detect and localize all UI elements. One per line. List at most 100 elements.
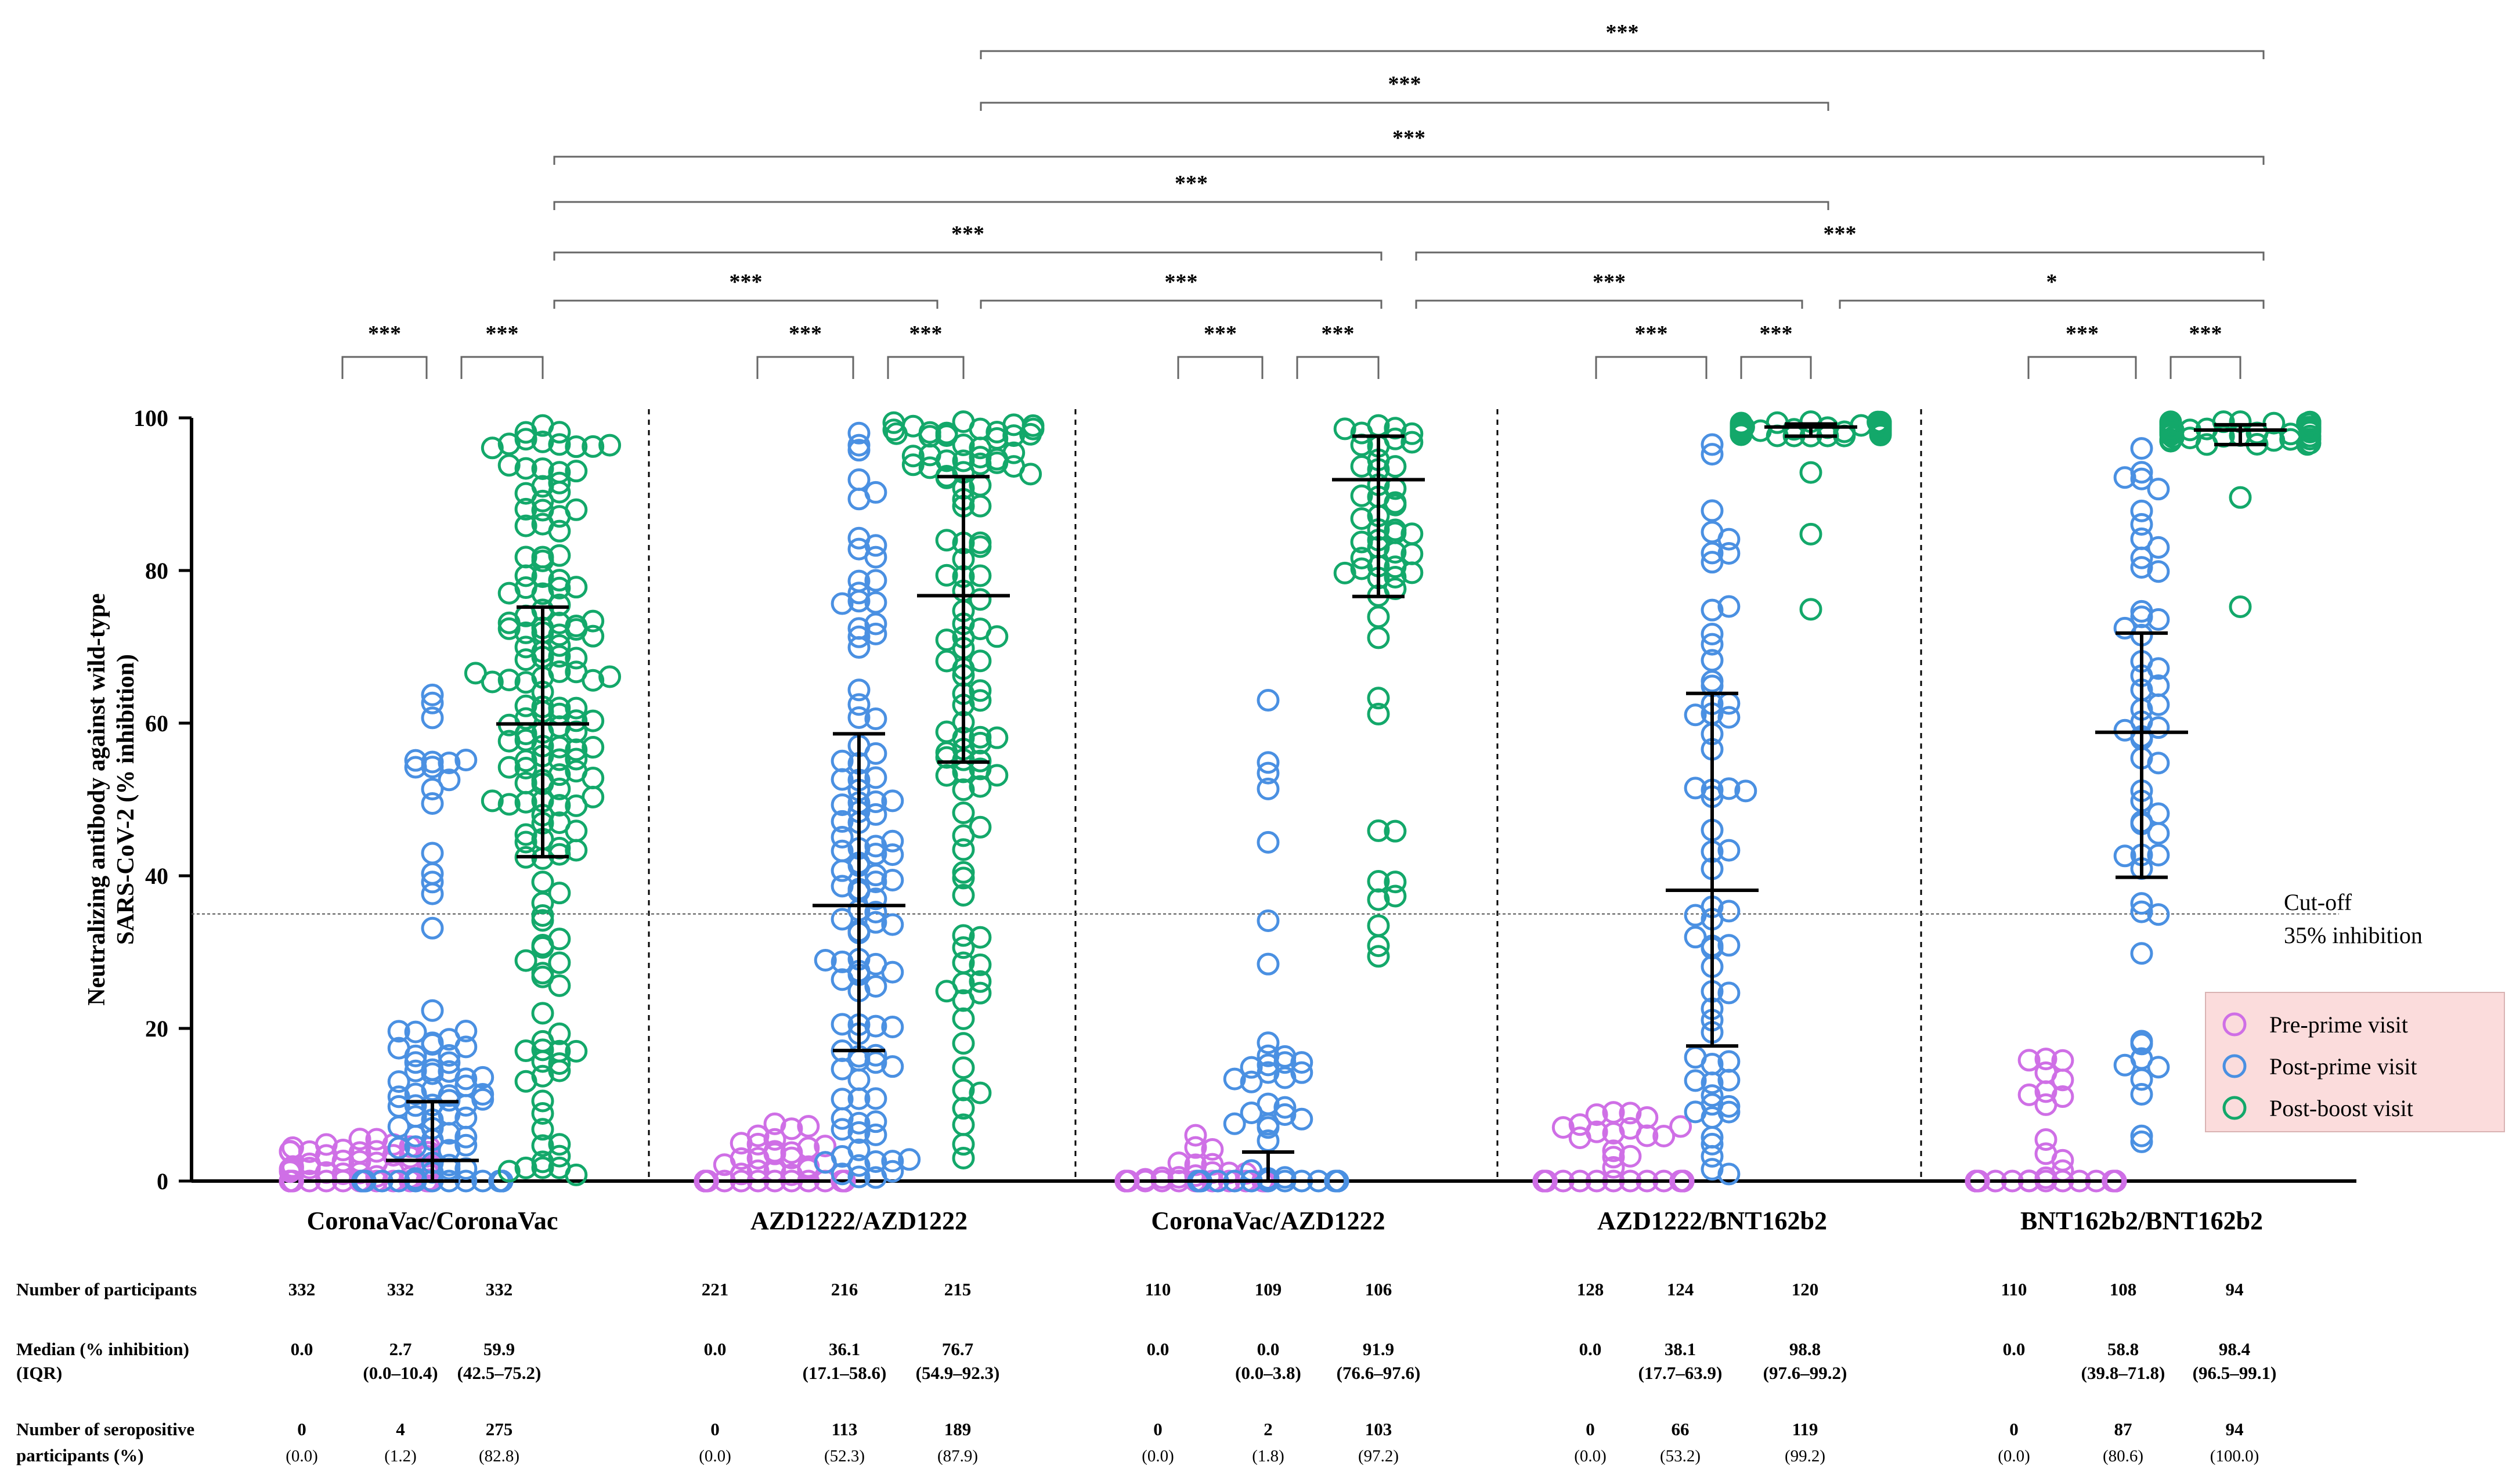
data-point — [881, 1055, 904, 1078]
data-point — [514, 823, 537, 846]
cell-seropositive: 275 — [486, 1419, 513, 1439]
data-point — [969, 436, 992, 460]
data-point — [514, 482, 537, 505]
cell-seropositive: 87 — [2114, 1419, 2132, 1439]
data-point — [1672, 1169, 1695, 1193]
data-point — [1717, 528, 1741, 551]
between-group-bracket — [1415, 299, 1803, 309]
between-group-significance: *** — [951, 222, 984, 246]
data-point — [421, 1031, 444, 1055]
data-point — [746, 1147, 770, 1170]
y-tick-label: 80 — [145, 558, 168, 584]
data-point — [497, 669, 521, 692]
data-point — [1223, 1067, 1246, 1091]
y-tick-label: 20 — [145, 1016, 168, 1042]
data-point — [2130, 1030, 2153, 1053]
cutoff-label-line2: 35% inhibition — [2284, 922, 2423, 948]
data-point — [882, 411, 905, 434]
data-point — [1532, 1169, 1555, 1193]
data-point — [831, 1057, 854, 1081]
data-point — [969, 588, 992, 611]
cell-participants: 128 — [1577, 1279, 1604, 1299]
data-point — [1201, 1138, 1224, 1161]
data-point — [1568, 1126, 1591, 1149]
data-point — [952, 1032, 975, 1055]
cell-median: 36.1 — [829, 1339, 860, 1359]
data-point — [847, 678, 871, 702]
cell-seropositive: 113 — [832, 1419, 858, 1439]
data-point — [497, 611, 521, 634]
data-point — [548, 927, 571, 951]
data-point — [1684, 703, 1707, 727]
data-point — [454, 1020, 478, 1043]
data-point — [2229, 595, 2252, 618]
data-point — [763, 1128, 786, 1151]
data-point — [514, 497, 537, 521]
data-point — [1350, 484, 1373, 507]
cell-participants: 215 — [944, 1279, 972, 1299]
data-point — [952, 1146, 975, 1169]
cell-iqr: (96.5–99.1) — [2193, 1363, 2277, 1383]
data-point — [864, 534, 887, 557]
data-point — [1350, 557, 1373, 580]
data-point — [531, 1118, 554, 1141]
data-point — [969, 564, 992, 587]
data-point — [1367, 819, 1390, 842]
data-point — [952, 1097, 975, 1120]
cell-seropositive: 103 — [1365, 1419, 1392, 1439]
row-label-participants: Number of participants — [16, 1279, 197, 1299]
data-point — [2130, 1068, 2153, 1091]
data-point — [864, 1087, 887, 1110]
within-group-significance: *** — [1322, 322, 1355, 346]
data-point — [1257, 952, 1280, 976]
data-point — [481, 789, 504, 813]
data-point — [404, 1082, 427, 1106]
data-point — [864, 790, 887, 813]
data-point — [2298, 412, 2322, 435]
data-point — [2147, 752, 2170, 775]
data-point — [2130, 1124, 2153, 1147]
data-point — [454, 1157, 478, 1180]
cell-seropositive: 0 — [1153, 1419, 1163, 1439]
within-group-significance: *** — [909, 322, 943, 346]
data-point — [2130, 513, 2153, 536]
data-point — [1602, 1122, 1625, 1145]
data-point — [565, 435, 588, 458]
legend: Pre-prime visit Post-prime visit Post-boos… — [2205, 992, 2505, 1132]
between-group-bracket — [553, 251, 1382, 261]
data-point — [1114, 1169, 1138, 1193]
data-point — [438, 751, 461, 774]
data-point — [531, 1156, 554, 1179]
data-point — [421, 882, 444, 905]
data-point — [1367, 914, 1390, 937]
data-point — [952, 1133, 975, 1156]
data-point — [881, 961, 904, 984]
between-group-significance: *** — [730, 270, 763, 294]
data-point — [1636, 1124, 1659, 1147]
data-point — [952, 936, 975, 959]
data-point — [1717, 981, 1741, 1005]
data-point — [864, 1014, 887, 1038]
data-point — [365, 1165, 388, 1188]
data-point — [582, 609, 605, 633]
data-point — [847, 1165, 871, 1189]
data-point — [548, 421, 571, 444]
data-point — [847, 569, 871, 593]
within-group-bracket — [1177, 356, 1264, 379]
data-point — [1223, 1112, 1246, 1135]
data-point — [2229, 486, 2252, 509]
data-point — [1333, 417, 1356, 440]
data-point — [1602, 1156, 1625, 1179]
legend-marker — [2222, 1096, 2247, 1120]
within-group-significance: *** — [368, 322, 401, 346]
cell-seropositive-pct: (97.2) — [1358, 1447, 1399, 1465]
data-point — [847, 1121, 871, 1144]
data-point — [986, 451, 1009, 474]
data-point — [421, 778, 444, 801]
between-group-bracket — [980, 50, 2265, 59]
data-point — [1273, 1166, 1297, 1189]
data-point — [1273, 1103, 1297, 1126]
data-point — [831, 768, 854, 791]
data-point — [548, 951, 571, 974]
within-group-bracket — [2170, 356, 2241, 379]
